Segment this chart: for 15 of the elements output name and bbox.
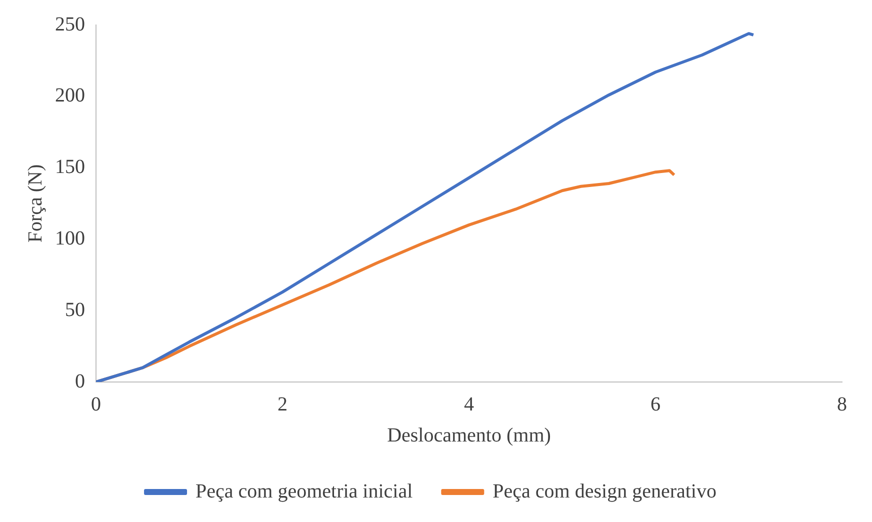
x-axis-title: Deslocamento (mm): [387, 424, 551, 446]
y-tick-label: 0: [75, 370, 85, 392]
legend-label: Peça com design generativo: [492, 480, 716, 502]
y-axis-title: Força (N): [24, 164, 46, 243]
legend-label: Peça com geometria inicial: [196, 480, 414, 502]
y-tick-label: 250: [55, 13, 85, 36]
y-tick-label: 100: [55, 227, 85, 250]
x-tick-label: 4: [464, 393, 474, 416]
x-tick-label: 2: [278, 393, 288, 416]
y-tick-label: 200: [55, 84, 85, 107]
x-tick-label: 0: [91, 393, 101, 416]
x-tick-label: 6: [650, 393, 660, 416]
x-tick-label: 8: [837, 393, 847, 416]
y-tick-label: 150: [55, 156, 85, 178]
y-tick-label: 50: [65, 298, 85, 321]
